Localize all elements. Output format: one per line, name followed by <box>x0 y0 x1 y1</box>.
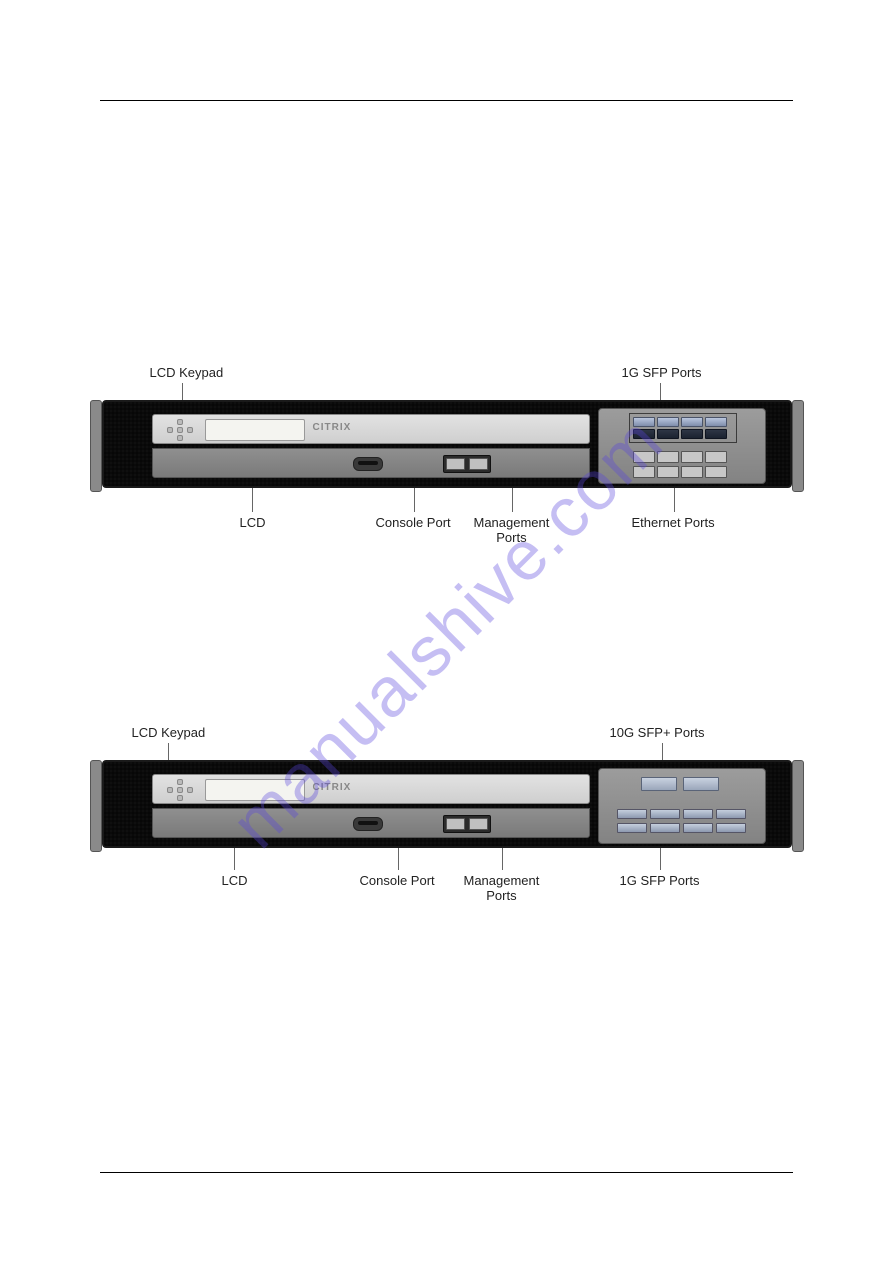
page-content: LCD Keypad 1G SFP Ports CITRIX <box>100 120 793 1153</box>
sfp-row-top <box>617 809 746 819</box>
leader-line <box>512 488 513 512</box>
device-front-panel-1: LCD Keypad 1G SFP Ports CITRIX <box>102 365 792 575</box>
sfp-row-top <box>633 417 727 427</box>
label-lcd: LCD <box>222 873 248 888</box>
chassis: CITRIX <box>102 400 792 488</box>
label-lcd-keypad: LCD Keypad <box>150 365 224 380</box>
lcd-keypad <box>163 781 197 799</box>
label-10g-sfp-plus-ports: 10G SFP+ Ports <box>610 725 705 740</box>
faceplate: CITRIX <box>152 414 590 444</box>
leader-line <box>234 848 235 870</box>
rack-ear-left <box>90 760 102 852</box>
leader-line <box>674 488 675 512</box>
sfp-row-bottom <box>633 429 727 439</box>
figure-2: LCD Keypad 10G SFP+ Ports CITRIX <box>100 725 793 935</box>
lcd-keypad <box>163 421 197 439</box>
lower-strip <box>152 808 590 838</box>
sfp-row-bottom <box>617 823 746 833</box>
label-management-ports: Management Ports <box>464 873 540 903</box>
leader-line <box>660 848 661 870</box>
sfp-plus-row <box>641 777 719 791</box>
rack-ear-left <box>90 400 102 492</box>
management-ports <box>443 815 491 833</box>
ethernet-row-bottom <box>633 466 727 478</box>
label-lcd-keypad: LCD Keypad <box>132 725 206 740</box>
page-top-rule <box>100 100 793 101</box>
label-console-port: Console Port <box>360 873 435 888</box>
rack-ear-right <box>792 400 804 492</box>
leader-line <box>414 488 415 512</box>
port-module <box>598 768 766 844</box>
page-bottom-rule <box>100 1172 793 1173</box>
faceplate: CITRIX <box>152 774 590 804</box>
label-1g-sfp-ports: 1G SFP Ports <box>620 873 700 888</box>
label-management-ports: Management Ports <box>474 515 550 545</box>
label-1g-sfp-ports: 1G SFP Ports <box>622 365 702 380</box>
brand-logo: CITRIX <box>313 422 352 433</box>
leader-line <box>502 848 503 870</box>
console-port <box>353 817 383 831</box>
rack-ear-right <box>792 760 804 852</box>
leader-line <box>398 848 399 870</box>
ethernet-row-top <box>633 451 727 463</box>
label-lcd: LCD <box>240 515 266 530</box>
lcd-screen <box>205 419 305 441</box>
management-ports <box>443 455 491 473</box>
label-console-port: Console Port <box>376 515 451 530</box>
leader-line <box>252 488 253 512</box>
label-ethernet-ports: Ethernet Ports <box>632 515 715 530</box>
brand-logo: CITRIX <box>313 782 352 793</box>
lcd-screen <box>205 779 305 801</box>
chassis: CITRIX <box>102 760 792 848</box>
lower-strip <box>152 448 590 478</box>
device-front-panel-2: LCD Keypad 10G SFP+ Ports CITRIX <box>102 725 792 935</box>
console-port <box>353 457 383 471</box>
port-module <box>598 408 766 484</box>
figure-1: LCD Keypad 1G SFP Ports CITRIX <box>100 365 793 575</box>
